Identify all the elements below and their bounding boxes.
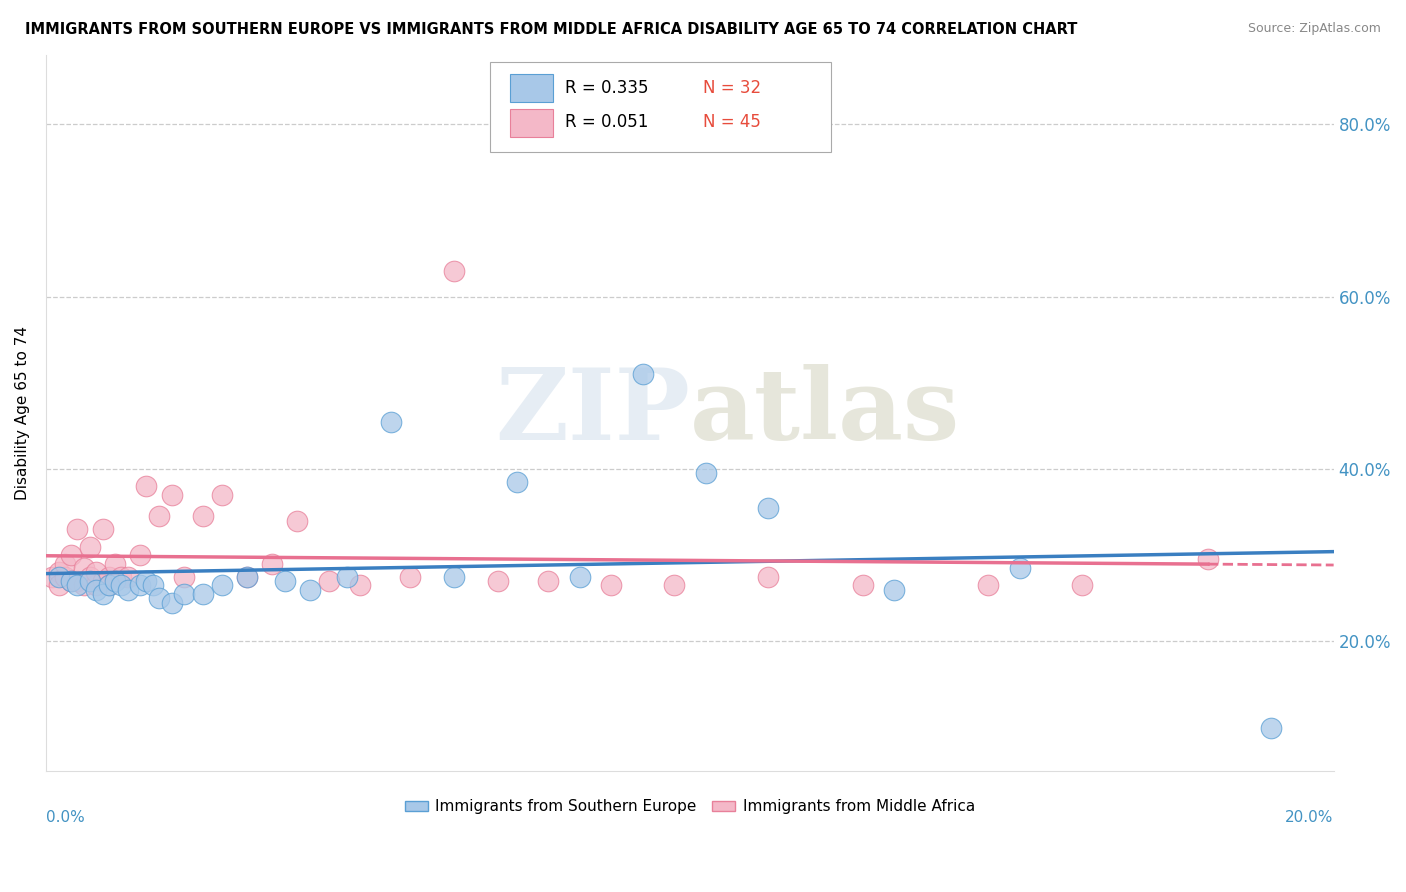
Point xyxy=(91,522,114,536)
Point xyxy=(48,566,70,580)
Point xyxy=(399,570,422,584)
Point xyxy=(662,578,685,592)
Text: atlas: atlas xyxy=(690,365,960,461)
Point xyxy=(66,578,89,592)
Point xyxy=(97,578,120,592)
Point xyxy=(117,582,139,597)
Point xyxy=(41,570,63,584)
Point xyxy=(84,578,107,592)
Text: 0.0%: 0.0% xyxy=(46,810,84,825)
Point xyxy=(600,578,623,592)
Point xyxy=(298,582,321,597)
Point xyxy=(160,488,183,502)
Point xyxy=(91,587,114,601)
Point xyxy=(79,574,101,588)
Point xyxy=(148,591,170,606)
FancyBboxPatch shape xyxy=(491,62,831,152)
Point xyxy=(117,570,139,584)
Point xyxy=(285,514,308,528)
Legend: Immigrants from Southern Europe, Immigrants from Middle Africa: Immigrants from Southern Europe, Immigra… xyxy=(399,793,981,821)
Point xyxy=(506,475,529,489)
Point xyxy=(60,574,83,588)
Text: Source: ZipAtlas.com: Source: ZipAtlas.com xyxy=(1247,22,1381,36)
Point xyxy=(318,574,340,588)
Point xyxy=(756,570,779,584)
Point xyxy=(142,578,165,592)
Point xyxy=(79,570,101,584)
Point xyxy=(53,557,76,571)
Point xyxy=(1008,561,1031,575)
Point xyxy=(148,509,170,524)
Point xyxy=(336,570,359,584)
Point xyxy=(236,570,259,584)
Point xyxy=(91,574,114,588)
Y-axis label: Disability Age 65 to 74: Disability Age 65 to 74 xyxy=(15,326,30,500)
Point xyxy=(129,578,152,592)
Point xyxy=(104,574,127,588)
Point xyxy=(695,467,717,481)
Text: 20.0%: 20.0% xyxy=(1285,810,1334,825)
Point xyxy=(537,574,560,588)
Point xyxy=(191,587,214,601)
Point xyxy=(84,582,107,597)
Point xyxy=(84,566,107,580)
Point xyxy=(160,596,183,610)
Text: N = 45: N = 45 xyxy=(703,113,761,131)
Point xyxy=(60,574,83,588)
Point xyxy=(48,570,70,584)
Point xyxy=(631,367,654,381)
Point xyxy=(110,578,132,592)
Point xyxy=(568,570,591,584)
Point xyxy=(66,574,89,588)
Point xyxy=(273,574,295,588)
Point xyxy=(1197,552,1219,566)
Point xyxy=(129,548,152,562)
Point xyxy=(97,570,120,584)
Point xyxy=(349,578,371,592)
Point xyxy=(380,415,402,429)
Text: R = 0.051: R = 0.051 xyxy=(565,113,648,131)
Point xyxy=(104,557,127,571)
Point xyxy=(60,548,83,562)
Point xyxy=(851,578,873,592)
Point xyxy=(443,570,465,584)
Point xyxy=(173,570,195,584)
Text: N = 32: N = 32 xyxy=(703,79,761,97)
Point xyxy=(79,540,101,554)
Text: IMMIGRANTS FROM SOUTHERN EUROPE VS IMMIGRANTS FROM MIDDLE AFRICA DISABILITY AGE : IMMIGRANTS FROM SOUTHERN EUROPE VS IMMIG… xyxy=(25,22,1077,37)
Point xyxy=(191,509,214,524)
Point xyxy=(486,574,509,588)
Point xyxy=(1260,721,1282,735)
Point xyxy=(97,578,120,592)
Point xyxy=(53,570,76,584)
Point xyxy=(211,578,233,592)
Point xyxy=(66,522,89,536)
Point xyxy=(262,557,284,571)
FancyBboxPatch shape xyxy=(509,109,554,136)
FancyBboxPatch shape xyxy=(509,74,554,103)
Point xyxy=(135,574,157,588)
Point xyxy=(977,578,1000,592)
Text: ZIP: ZIP xyxy=(495,365,690,461)
Point xyxy=(211,488,233,502)
Point xyxy=(883,582,905,597)
Point xyxy=(110,570,132,584)
Point xyxy=(48,578,70,592)
Point xyxy=(236,570,259,584)
Point xyxy=(173,587,195,601)
Point xyxy=(73,578,96,592)
Point xyxy=(443,263,465,277)
Point xyxy=(756,500,779,515)
Point xyxy=(1071,578,1094,592)
Text: R = 0.335: R = 0.335 xyxy=(565,79,648,97)
Point xyxy=(135,479,157,493)
Point xyxy=(73,561,96,575)
